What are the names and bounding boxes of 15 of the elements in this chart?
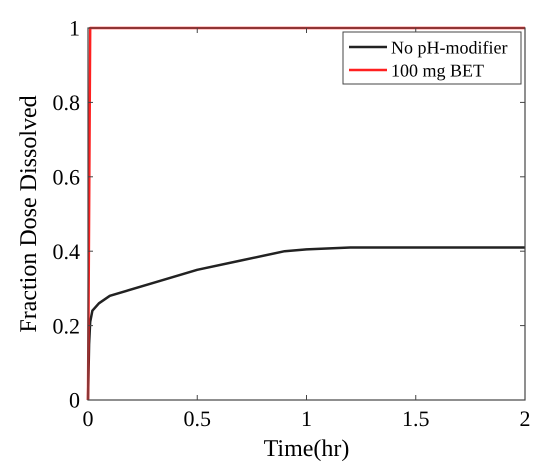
line-series bbox=[86, 246, 526, 402]
x-tick-label: 1 bbox=[301, 406, 312, 431]
y-tick-label: 0.4 bbox=[52, 238, 80, 264]
x-tick-label: 0.5 bbox=[184, 406, 211, 431]
y-axis-title: Fraction Dose Dissolved bbox=[16, 95, 42, 333]
y-tick-label: 0 bbox=[69, 388, 80, 413]
y-tick-label: 1 bbox=[69, 16, 80, 41]
y-tick-label: 0.8 bbox=[52, 90, 80, 116]
legend-label: No pH-modifier bbox=[391, 37, 508, 58]
x-tick-label: 2 bbox=[520, 406, 530, 431]
legend-label: 100 mg BET bbox=[391, 60, 484, 80]
x-axis-title: Time(hr) bbox=[264, 436, 350, 462]
x-tick-label: 1.5 bbox=[402, 406, 430, 431]
y-tick-label: 0.6 bbox=[52, 164, 80, 190]
y-tick-label: 0.2 bbox=[52, 313, 80, 338]
